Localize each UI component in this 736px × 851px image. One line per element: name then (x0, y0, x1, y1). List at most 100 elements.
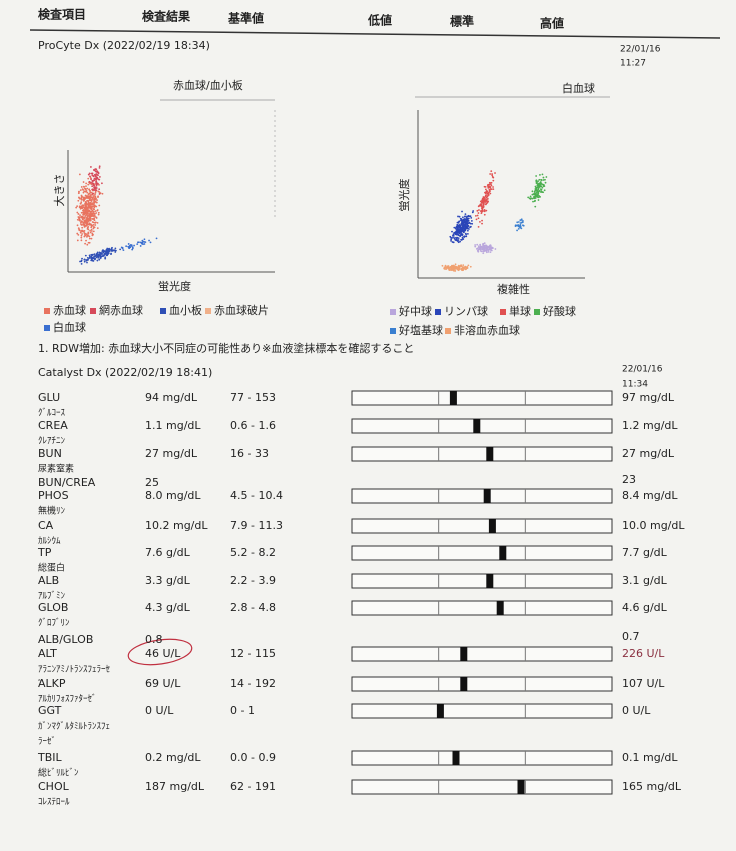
result: 46 U/L (145, 647, 181, 660)
result: 1.1 mg/dL (145, 419, 201, 432)
scatter-dot (90, 253, 93, 256)
scatter-dot (520, 218, 523, 221)
scatter-dot (104, 256, 107, 259)
scatter-dot (93, 173, 96, 176)
gauge-bar (351, 779, 613, 795)
scatter-dot (459, 240, 461, 243)
scatter-dot (465, 218, 468, 221)
scatter-dot (141, 241, 144, 244)
scatter-dot (483, 200, 486, 203)
scatter-dot (83, 199, 86, 201)
scatter-dot (479, 203, 482, 206)
scatter-dot (485, 248, 488, 251)
scatter-dot (125, 245, 128, 248)
scatter-dot (464, 215, 466, 218)
scatter-dot (89, 223, 92, 226)
scatter-dot (86, 187, 89, 190)
scatter-dot (490, 249, 493, 252)
scatter-dot (93, 186, 95, 189)
legend-swatch (160, 308, 166, 314)
scatter-dot (484, 195, 487, 198)
scatter-dot (85, 211, 88, 213)
scatter-dot (458, 266, 461, 268)
scatter-dot (90, 203, 93, 206)
result: 8.0 mg/dL (145, 489, 201, 502)
scatter-dot (81, 257, 83, 260)
scatter-dot (484, 250, 487, 252)
previous-result: 97 mg/dL (622, 391, 675, 404)
scatter-dot (76, 232, 79, 235)
scatter-dot (489, 173, 492, 175)
previous-result: 107 U/L (622, 677, 665, 690)
scatter-dot (101, 182, 103, 185)
scatter-dot (538, 183, 541, 186)
scatter-dot (488, 247, 491, 250)
scatter-dot (82, 214, 85, 216)
scatter-dot (463, 236, 466, 238)
scatter-dot (95, 183, 98, 186)
scatter-dot (104, 250, 107, 253)
scatter-dot (143, 238, 146, 241)
note: 1. RDW増加: 赤血球大小不同症の可能性あり※血液塗抹標本を確認すること (38, 341, 414, 355)
scatter-dot (482, 250, 485, 253)
scatter-dot (88, 202, 91, 205)
scatter-dot (537, 187, 540, 190)
scatter-dot (86, 233, 88, 236)
scatter-dot (94, 215, 96, 218)
scatter-dot (98, 188, 101, 191)
scatter-dot (541, 191, 544, 193)
scatter-dot (76, 239, 79, 242)
column-header: 検査結果 (142, 9, 190, 24)
column-header: 高値 (540, 16, 564, 31)
scatter-dot (479, 243, 482, 246)
scatter-dot (101, 255, 103, 258)
scatter-dot (519, 223, 522, 226)
scatter-dot (456, 227, 459, 230)
scatter-dot (459, 235, 462, 238)
scatter-dot (482, 245, 485, 248)
scatter-dot (144, 241, 147, 244)
scatter-dot (101, 253, 103, 255)
scatter-dot (482, 252, 485, 255)
scatter-dot (477, 246, 480, 249)
scatter-dot (464, 213, 467, 216)
header-rule (29, 29, 721, 39)
scatter-dot (454, 267, 457, 270)
scatter-dot (447, 267, 450, 270)
scatter-dot (94, 178, 97, 180)
scatter-dot (470, 220, 473, 222)
scatter-dot (457, 264, 460, 267)
scatter-dot (95, 205, 98, 208)
scatter-dot (467, 214, 470, 217)
scatter-dot (517, 227, 520, 230)
plot-title: 白血球 (562, 81, 595, 95)
reference-range: 0.0 - 0.9 (230, 751, 276, 764)
scatter-dot (489, 251, 492, 253)
scatter-dot (95, 256, 98, 259)
scatter-dot (94, 193, 96, 196)
legend-swatch (44, 325, 50, 331)
scatter-dot (532, 197, 535, 199)
scatter-dot (80, 236, 83, 239)
scatter-dot (481, 198, 484, 201)
gauge-marker (449, 391, 457, 405)
scatter-dot (93, 194, 95, 197)
scatter-dot (94, 224, 97, 226)
scatter-dot (478, 204, 481, 207)
scatter-dot (465, 235, 468, 238)
time: 11:27 (620, 59, 646, 69)
scatter-dot (86, 191, 89, 194)
scatter-dot (462, 223, 465, 225)
scatter-dot (83, 231, 86, 234)
scatter-dot (99, 254, 102, 257)
scatter-dot (453, 237, 456, 240)
scatter-dot (542, 185, 545, 188)
scatter-dot (121, 247, 124, 249)
scatter-dot (80, 229, 83, 232)
scatter-dot (533, 193, 536, 195)
scatter-dot (92, 198, 94, 201)
gauge-bar (351, 418, 613, 434)
scatter-dot (96, 209, 99, 212)
scatter-dot (487, 192, 490, 195)
scatter-dot (456, 223, 459, 226)
